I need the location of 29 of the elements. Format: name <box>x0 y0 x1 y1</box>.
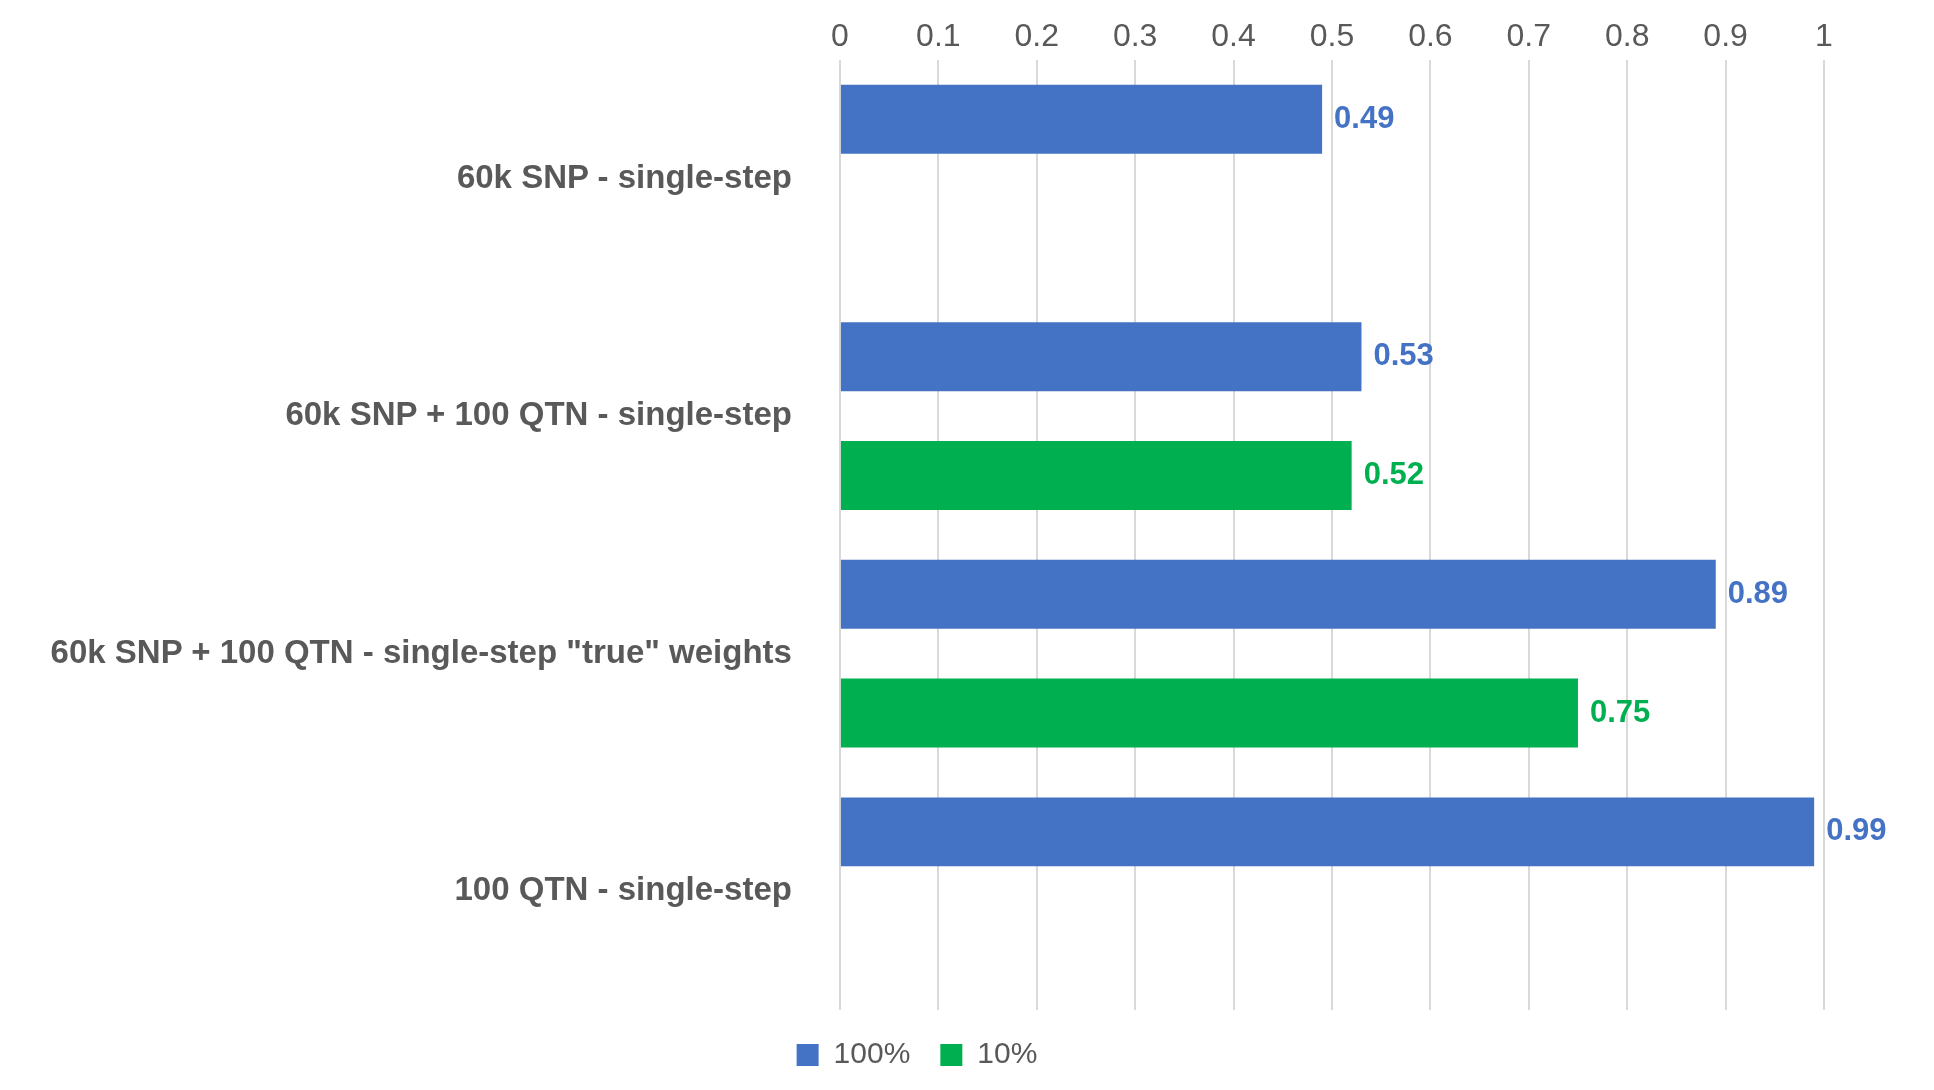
y-tick-label: 60k SNP - single-step <box>456 157 792 195</box>
x-tick-label: 0.7 <box>1506 17 1552 54</box>
x-tick-label: 1 <box>1815 17 1833 54</box>
x-tick-label: 0.2 <box>1014 17 1059 54</box>
legend-label: 100% <box>833 1036 911 1070</box>
bar <box>840 441 1352 510</box>
bar <box>840 559 1716 629</box>
bar <box>840 678 1578 748</box>
x-tick-label: 0.6 <box>1408 17 1453 54</box>
y-tick-label: 100 QTN - single-step <box>454 870 792 908</box>
bar <box>840 84 1323 154</box>
x-tick-label: 0.8 <box>1604 17 1650 54</box>
data-label: 0.89 <box>1727 574 1789 610</box>
data-label: 0.75 <box>1589 693 1651 729</box>
x-tick-label: 0.5 <box>1309 17 1355 54</box>
legend-label: 10% <box>977 1036 1038 1070</box>
data-label: 0.49 <box>1334 99 1395 135</box>
y-tick-label: 60k SNP + 100 QTN - single-step "true" weights <box>50 632 792 670</box>
x-tick-label: 0.9 <box>1703 17 1748 54</box>
data-label: 0.99 <box>1826 812 1887 848</box>
x-tick-label: 0.4 <box>1211 17 1256 54</box>
data-label: 0.53 <box>1373 337 1434 373</box>
x-tick-label: 0.3 <box>1112 17 1158 54</box>
y-tick-label: 60k SNP + 100 QTN - single-step <box>285 395 792 433</box>
data-label: 0.52 <box>1363 456 1424 492</box>
bar <box>840 797 1815 867</box>
x-tick-label: 0 <box>831 17 849 54</box>
bar <box>840 322 1362 392</box>
x-tick-label: 0.1 <box>916 17 961 54</box>
